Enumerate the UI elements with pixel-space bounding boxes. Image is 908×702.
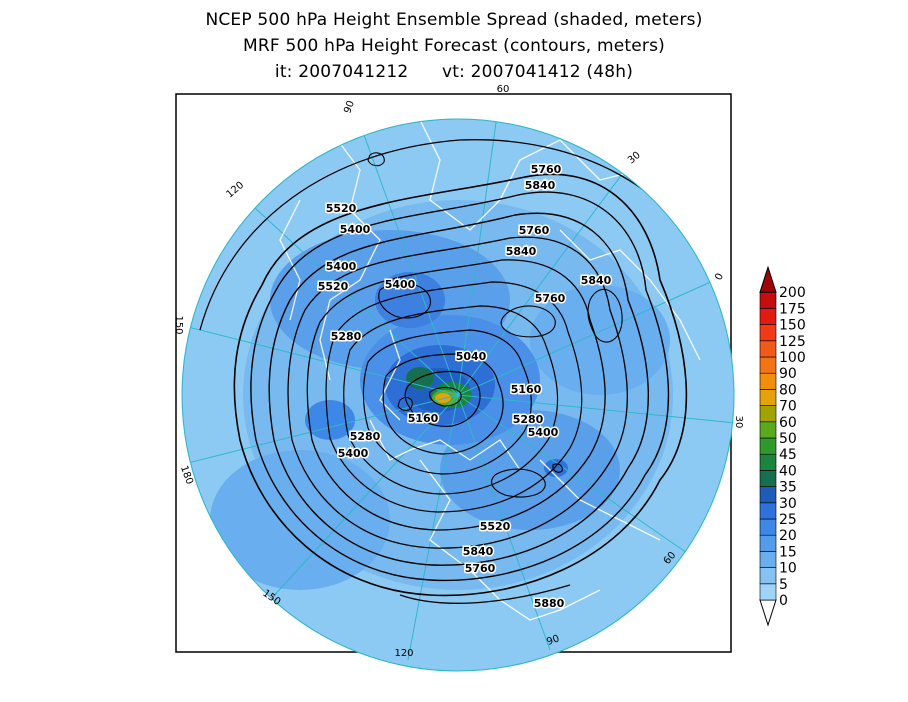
colorbar-tick-label: 20	[779, 528, 797, 544]
colorbar-tick-label: 45	[779, 447, 797, 463]
colorbar-swatch	[759, 453, 777, 471]
colorbar-swatch	[759, 583, 777, 601]
contour-label: 5400	[338, 447, 369, 460]
colorbar-swatch	[759, 502, 777, 520]
contour-label: 5400	[528, 426, 559, 439]
colorbar-tick-label: 35	[779, 480, 797, 496]
colorbar-min-arrow	[759, 599, 777, 627]
colorbar-swatch	[759, 486, 777, 504]
colorbar-swatch	[759, 534, 777, 552]
colorbar-swatch	[759, 470, 777, 487]
contour-label: 5520	[318, 280, 349, 293]
longitude-label: 0	[713, 272, 726, 282]
colorbar-tick-label: 40	[779, 463, 797, 479]
colorbar-tick-label: 90	[779, 366, 797, 382]
colorbar-swatch	[759, 356, 777, 374]
colorbar-max-arrow	[759, 265, 777, 293]
colorbar-tick-label: 200	[779, 285, 806, 301]
title-line-3: it: 2007041212 vt: 2007041412 (48h)	[274, 62, 634, 82]
contour-label: 5280	[331, 330, 362, 343]
colorbar-tick-label: 10	[779, 561, 797, 577]
colorbar-tick-label: 50	[779, 431, 797, 447]
colorbar-tick-label: 80	[779, 382, 797, 398]
colorbar-tick-label: 0	[779, 593, 788, 609]
colorbar-swatch	[759, 324, 777, 342]
contour-label: 5160	[408, 412, 439, 425]
contour-label: 5760	[535, 292, 566, 305]
colorbar-swatch	[759, 551, 777, 568]
colorbar-tick-label: 125	[779, 334, 806, 350]
contour-label: 5840	[506, 245, 537, 258]
colorbar-swatch	[759, 291, 777, 309]
colorbar: 0510152025303540455060708090100125150175…	[759, 265, 806, 627]
title-line-2: MRF 500 hPa Height Forecast (contours, m…	[242, 36, 665, 56]
contour-label: 5400	[340, 223, 371, 236]
contour-label: 5840	[463, 545, 494, 558]
longitude-label: 150	[173, 315, 184, 334]
colorbar-swatch	[759, 372, 777, 390]
contour-label: 5280	[513, 413, 544, 426]
contour-label: 5840	[525, 179, 556, 192]
colorbar-tick-label: 15	[779, 544, 797, 560]
contour-label: 5760	[519, 224, 550, 237]
colorbar-swatch	[759, 389, 777, 406]
contour-label: 5760	[465, 562, 496, 575]
colorbar-tick-label: 25	[779, 512, 797, 528]
longitude-label: 90	[342, 99, 357, 115]
contour-labels: 5760 5840 5520 5400 5760 5840 5400 5520 5400 5760…	[316, 162, 613, 612]
contour-label: 5040	[456, 350, 487, 363]
contour-label: 5760	[531, 163, 562, 176]
colorbar-tick-label: 175	[779, 301, 806, 317]
colorbar-swatch	[759, 405, 777, 423]
colorbar-swatch	[759, 340, 777, 358]
colorbar-tick-label: 5	[779, 577, 788, 593]
contour-label: 5520	[326, 202, 357, 215]
colorbar-tick-label: 70	[779, 399, 797, 415]
title-line-1: NCEP 500 hPa Height Ensemble Spread (sha…	[205, 10, 703, 30]
polar-disk-outline	[181, 118, 735, 672]
colorbar-tick-label: 150	[779, 318, 806, 334]
colorbar-swatch	[759, 518, 777, 536]
contour-label: 5880	[534, 597, 565, 610]
contour-label: 5400	[326, 260, 357, 273]
colorbar-tick-label: 60	[779, 415, 797, 431]
colorbar-swatch	[759, 437, 777, 455]
contour-label: 5400	[385, 278, 416, 291]
colorbar-tick-label: 100	[779, 350, 806, 366]
colorbar-swatch	[759, 421, 777, 439]
colorbar-swatch	[759, 567, 777, 585]
colorbar-swatch	[759, 308, 777, 325]
contour-label: 5160	[511, 383, 542, 396]
longitude-label: 120	[394, 648, 413, 659]
contour-label: 5840	[581, 274, 612, 287]
longitude-label: 60	[497, 84, 510, 95]
colorbar-tick-label: 30	[779, 496, 797, 512]
longitude-label: 30	[733, 416, 744, 429]
contour-label: 5280	[350, 430, 381, 443]
contour-label: 5520	[480, 520, 511, 533]
longitude-label: 90	[545, 633, 561, 648]
